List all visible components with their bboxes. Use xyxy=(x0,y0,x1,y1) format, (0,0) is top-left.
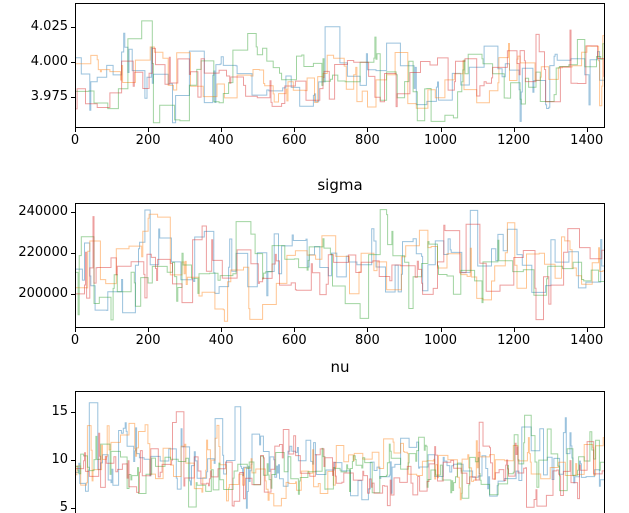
x-tick-mark xyxy=(440,128,442,132)
trace-chain-1 xyxy=(76,35,604,109)
x-tick-label: 200 xyxy=(135,133,161,148)
x-tick-mark xyxy=(586,128,588,132)
y-tick-label: 200000 xyxy=(18,285,68,301)
x-tick-mark xyxy=(75,128,76,132)
x-tick-label: 800 xyxy=(354,333,380,348)
y-tick-mark xyxy=(71,61,75,63)
x-tick-label: 600 xyxy=(281,133,307,148)
x-tick-label: 1000 xyxy=(423,333,458,348)
trace-chain-1 xyxy=(76,213,604,322)
y-tick-label: 4.000 xyxy=(30,53,68,69)
x-tick-mark xyxy=(294,328,296,332)
trace-lines-1 xyxy=(76,209,604,322)
plot-area-0 xyxy=(75,3,605,128)
x-tick-label: 1400 xyxy=(570,333,604,348)
subplot-title-sigma: sigma xyxy=(317,176,363,194)
x-tick-mark xyxy=(148,328,150,332)
trace-chain-0 xyxy=(76,402,604,509)
x-tick-label: 600 xyxy=(281,333,307,348)
trace-chain-1 xyxy=(76,422,604,507)
trace-chain-2 xyxy=(76,209,604,321)
y-tick-label: 240000 xyxy=(18,204,68,220)
x-tick-label: 0 xyxy=(70,133,80,148)
y-tick-label: 220000 xyxy=(18,245,68,260)
y-tick-mark xyxy=(71,97,75,99)
y-tick-label: 5 xyxy=(59,500,68,513)
x-tick-label: 1200 xyxy=(497,333,531,348)
x-tick-label: 1000 xyxy=(423,133,458,148)
trace-lines-0 xyxy=(76,20,604,124)
x-tick-mark xyxy=(513,328,515,332)
y-tick-mark xyxy=(71,508,75,510)
trace-chain-2 xyxy=(76,20,604,124)
x-tick-label: 800 xyxy=(354,133,380,148)
trace-chain-3 xyxy=(76,411,604,508)
y-tick-mark xyxy=(71,460,75,462)
y-tick-mark xyxy=(71,253,75,254)
trace-chain-3 xyxy=(76,29,604,110)
y-tick-label: 4.025 xyxy=(30,18,68,34)
x-tick-mark xyxy=(294,128,296,132)
x-tick-label: 400 xyxy=(208,133,234,148)
y-tick-mark xyxy=(71,293,75,295)
y-tick-mark xyxy=(71,212,75,214)
subplot-title-nu: nu xyxy=(330,358,350,376)
trace-chain-2 xyxy=(76,414,604,508)
x-tick-mark xyxy=(586,328,588,332)
x-tick-mark xyxy=(148,128,150,132)
trace-chain-3 xyxy=(76,216,604,321)
y-tick-label: 15 xyxy=(51,404,68,420)
x-tick-label: 400 xyxy=(208,333,234,348)
y-tick-label: 10 xyxy=(51,452,68,468)
x-tick-mark xyxy=(513,128,515,132)
x-tick-label: 200 xyxy=(135,333,161,348)
y-tick-label: 3.975 xyxy=(30,89,68,105)
plot-area-1 xyxy=(75,203,605,328)
y-tick-mark xyxy=(71,26,75,28)
x-tick-mark xyxy=(367,128,369,132)
x-tick-mark xyxy=(221,128,223,132)
trace-chain-0 xyxy=(76,209,604,314)
x-tick-label: 1400 xyxy=(570,133,604,148)
x-tick-mark xyxy=(367,328,369,332)
x-tick-mark xyxy=(221,328,223,332)
y-tick-mark xyxy=(71,412,75,414)
plot-area-2 xyxy=(75,391,605,513)
x-tick-mark xyxy=(75,328,76,332)
x-tick-label: 0 xyxy=(70,333,80,348)
x-tick-mark xyxy=(440,328,442,332)
trace-chain-0 xyxy=(76,26,604,124)
x-tick-label: 1200 xyxy=(497,133,531,148)
trace-lines-2 xyxy=(76,402,604,509)
